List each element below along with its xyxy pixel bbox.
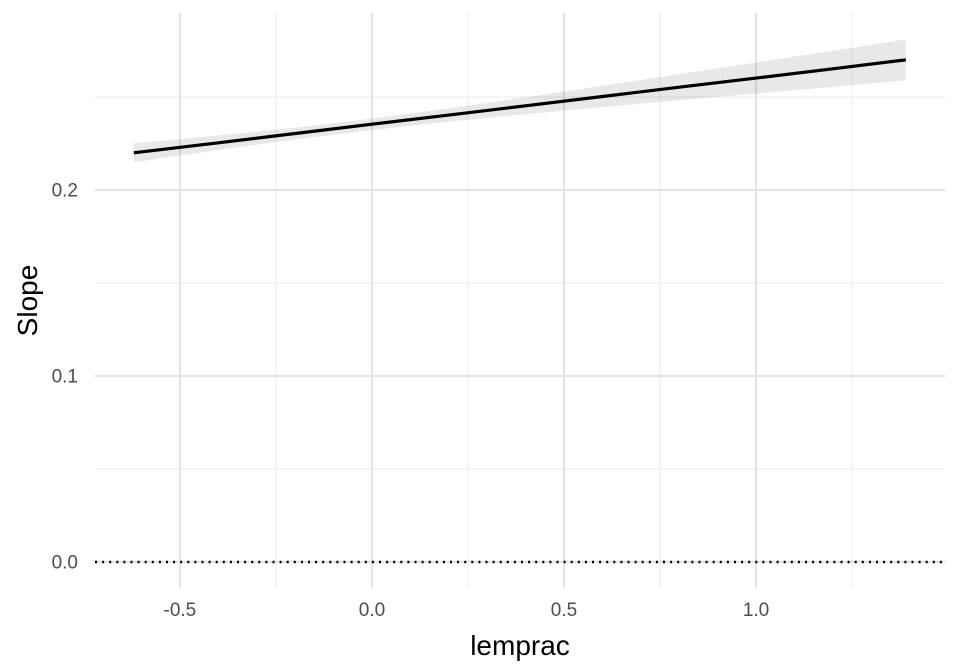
slope-line-path [133,58,907,155]
x-tick-label: 0.5 [551,600,577,621]
confidence-ribbon-area [133,39,906,163]
x-axis-tick-labels: -0.5 0.0 0.5 1.0 [164,600,770,621]
confidence-ribbon [133,39,906,163]
x-tick-label: 1.0 [743,600,769,621]
grid-minor-lines [95,13,945,588]
slope-line [133,58,907,155]
y-tick-label: 0.0 [52,552,78,573]
y-axis-title: Slope [12,265,43,337]
x-axis-title: lemprac [470,630,570,661]
x-tick-label: -0.5 [164,600,197,621]
x-tick-label: 0.0 [359,600,385,621]
y-tick-label: 0.1 [52,367,78,388]
y-axis-tick-labels: 0.0 0.1 0.2 [52,181,78,574]
y-tick-label: 0.2 [52,181,78,202]
grid-major-lines [95,13,945,588]
